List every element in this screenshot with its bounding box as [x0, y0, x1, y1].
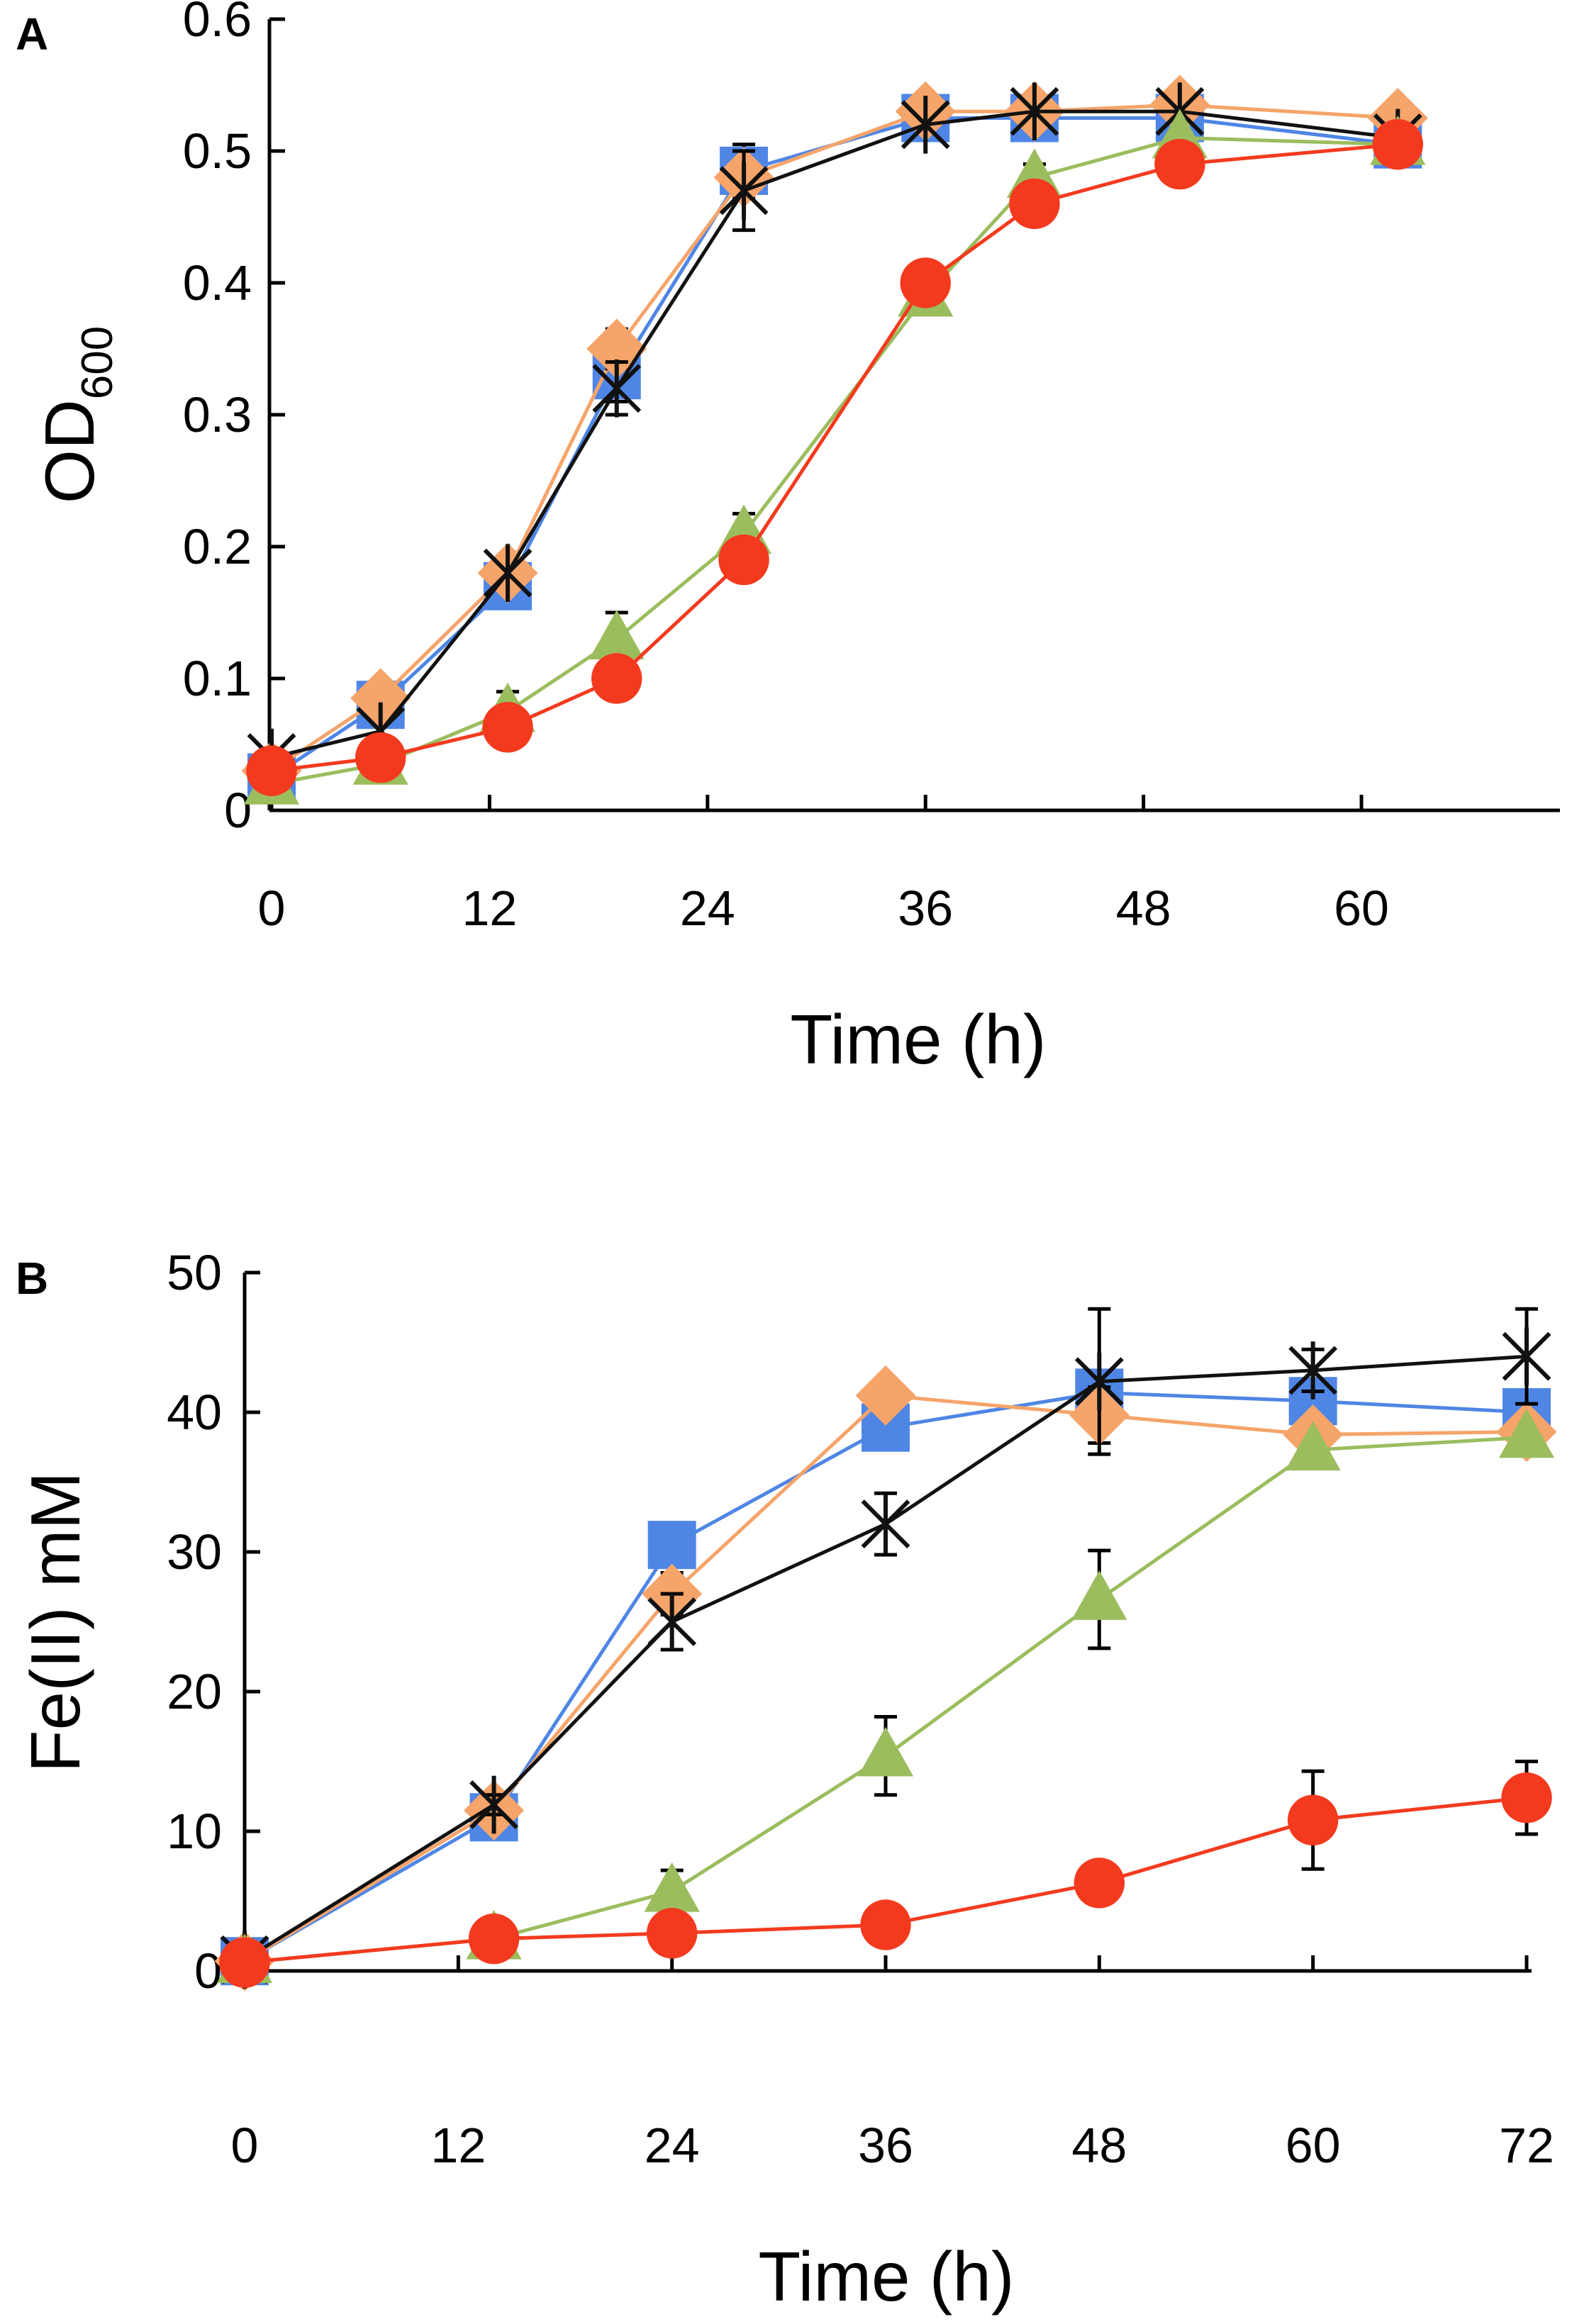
panel-a-line-orange-diamonds — [270, 103, 1398, 773]
panel-a-point-red-circles — [900, 257, 951, 308]
panel-b-point-green-triangles — [1071, 1570, 1127, 1620]
panel-b-x-tick-label: 12 — [430, 2118, 486, 2173]
panel-a-point-red-circles — [482, 702, 533, 753]
panel-b-y-ticks: 0 10 20 30 40 50 — [167, 1245, 260, 1999]
panel-a-line-blue-squares — [270, 116, 1398, 779]
panel-a-y-tick-label: 0 — [224, 783, 252, 838]
panel-a-x-ticks: 0 12 24 36 48 60 — [258, 795, 1389, 936]
panel-a-point-black-crosses — [483, 544, 533, 602]
panel-b-point-black-crosses — [469, 1775, 518, 1834]
panel-b-x-tick-label: 36 — [858, 2118, 913, 2173]
panel-b-x-axis-title: Time (h) — [758, 2238, 1014, 2315]
panel-a-line-green-triangles — [271, 135, 1398, 786]
panel-b-y-tick-label: 30 — [167, 1524, 222, 1580]
panel-b-series-blue-squares — [221, 1368, 1551, 1986]
panel-b-y-tick-label: 40 — [167, 1385, 222, 1440]
panel-a-y-axis-title-subscript: 600 — [73, 326, 122, 399]
panel-b-point-black-crosses — [647, 1592, 697, 1651]
panel-a-label: A — [16, 9, 48, 60]
panel-b-plot-area — [214, 1307, 1557, 1991]
panel-a-chart: A 0 0.1 0.2 0.3 0.4 0.5 0.6 0 12 24 36 48 60 Time (… — [16, 0, 1560, 1078]
panel-a-y-tick-label: 0.3 — [183, 387, 252, 442]
panel-b-point-black-crosses — [861, 1495, 910, 1553]
panel-b-y-tick-label: 20 — [167, 1664, 222, 1719]
panel-b-point-green-triangles — [1498, 1408, 1555, 1458]
panel-a-point-red-circles — [246, 745, 297, 796]
panel-a-plot-area — [241, 74, 1428, 805]
panel-b-y-tick-label: 0 — [194, 1943, 222, 1999]
panel-a-point-red-circles — [355, 732, 406, 783]
panel-a-point-red-circles — [718, 534, 769, 586]
panel-b-x-ticks: 0 12 24 36 48 60 72 — [231, 1955, 1554, 2173]
panel-a-y-tick-label: 0.2 — [183, 519, 252, 574]
panel-a-y-tick-label: 0.4 — [183, 255, 252, 311]
panel-a-series-blue-squares — [247, 94, 1422, 802]
panel-a-point-red-circles — [1372, 119, 1423, 170]
panel-b-series-red-circles — [219, 1760, 1552, 1988]
panel-b-series-black-crosses — [220, 1307, 1551, 1989]
panel-a-point-red-circles — [1009, 178, 1060, 230]
panel-a-y-tick-label: 0.6 — [183, 0, 252, 47]
panel-a-y-ticks: 0 0.1 0.2 0.3 0.4 0.5 0.6 — [183, 0, 285, 838]
panel-b-point-green-triangles — [644, 1862, 700, 1912]
panel-b-point-orange-diamonds — [855, 1365, 916, 1426]
panel-b-label: B — [16, 1253, 48, 1304]
panel-b-point-blue-squares — [647, 1521, 696, 1570]
panel-a-x-tick-label: 12 — [462, 881, 517, 936]
panel-a-series-black-crosses — [247, 82, 1422, 787]
panel-a-x-tick-label: 48 — [1116, 881, 1171, 936]
panel-b-point-red-circles — [1074, 1857, 1125, 1909]
panel-a-series-green-triangles — [243, 108, 1426, 805]
panel-a-x-tick-label: 36 — [898, 881, 953, 936]
panel-b-x-tick-label: 60 — [1286, 2118, 1341, 2173]
panel-a-y-axis-title-main: OD — [30, 399, 108, 503]
panel-a-x-axis-title: Time (h) — [790, 1000, 1046, 1078]
panel-b-point-black-crosses — [1074, 1352, 1124, 1411]
panel-b-point-red-circles — [1501, 1772, 1552, 1823]
panel-a-line-black-crosses — [271, 109, 1398, 760]
panel-b-y-tick-label: 50 — [167, 1245, 222, 1300]
panel-a-point-black-crosses — [592, 359, 642, 418]
panel-a-x-tick-label: 60 — [1334, 881, 1389, 936]
panel-b-line-orange-diamonds — [243, 1393, 1527, 1963]
panel-b-point-red-circles — [860, 1899, 911, 1950]
panel-b-x-tick-label: 48 — [1071, 2118, 1127, 2173]
panel-a-point-red-circles — [591, 653, 642, 704]
panel-b-point-red-circles — [646, 1908, 698, 1959]
panel-b-series-orange-diamonds — [214, 1365, 1557, 1991]
panel-b-point-red-circles — [219, 1937, 270, 1988]
panel-a-point-green-triangles — [589, 610, 645, 660]
panel-a-x-tick-label: 0 — [258, 881, 286, 936]
panel-a-point-black-crosses — [1010, 82, 1059, 140]
panel-a-y-axis-title: OD600 — [30, 326, 122, 503]
panel-a-series-orange-diamonds — [241, 74, 1428, 801]
panel-b-point-red-circles — [468, 1913, 520, 1965]
panel-b-line-blue-squares — [243, 1390, 1527, 1963]
panel-a-series-red-circles — [246, 119, 1423, 796]
panel-a-y-tick-label: 0.1 — [183, 651, 252, 706]
panel-a-x-tick-label: 24 — [680, 881, 735, 936]
panel-b-y-axis-title: Fe(II) mM — [16, 1472, 94, 1773]
panel-a-point-black-crosses — [901, 96, 950, 154]
panel-b-x-tick-label: 72 — [1499, 2118, 1554, 2173]
panel-b-x-tick-label: 0 — [231, 2118, 259, 2173]
panel-b-y-tick-label: 10 — [167, 1804, 222, 1859]
panel-a-point-red-circles — [1154, 138, 1205, 190]
panel-b-chart: B 0 10 20 30 40 50 0 12 24 36 48 60 72 Time (h) Fe(… — [16, 1245, 1557, 2315]
panel-b-point-green-triangles — [857, 1726, 914, 1777]
panel-b-point-black-crosses — [1502, 1327, 1551, 1385]
panel-a-y-tick-label: 0.5 — [183, 123, 252, 179]
panel-b-x-tick-label: 24 — [645, 2118, 700, 2173]
panel-a-point-black-crosses — [719, 162, 769, 220]
panel-a-line-red-circles — [271, 143, 1398, 773]
panel-b-point-black-crosses — [1288, 1341, 1338, 1400]
panel-b-point-green-triangles — [1285, 1421, 1341, 1471]
panel-b-point-red-circles — [1287, 1794, 1339, 1845]
